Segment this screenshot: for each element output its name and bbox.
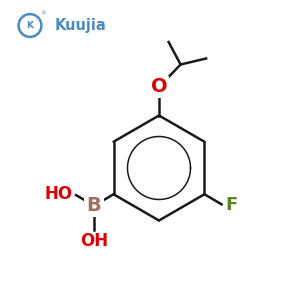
Text: O: O [151, 77, 167, 97]
Text: ®: ® [40, 12, 46, 16]
Text: B: B [87, 196, 101, 215]
Text: K: K [26, 21, 34, 30]
Text: HO: HO [45, 185, 73, 203]
Text: OH: OH [80, 232, 108, 250]
Text: F: F [226, 196, 238, 214]
Text: Kuujia: Kuujia [55, 18, 107, 33]
